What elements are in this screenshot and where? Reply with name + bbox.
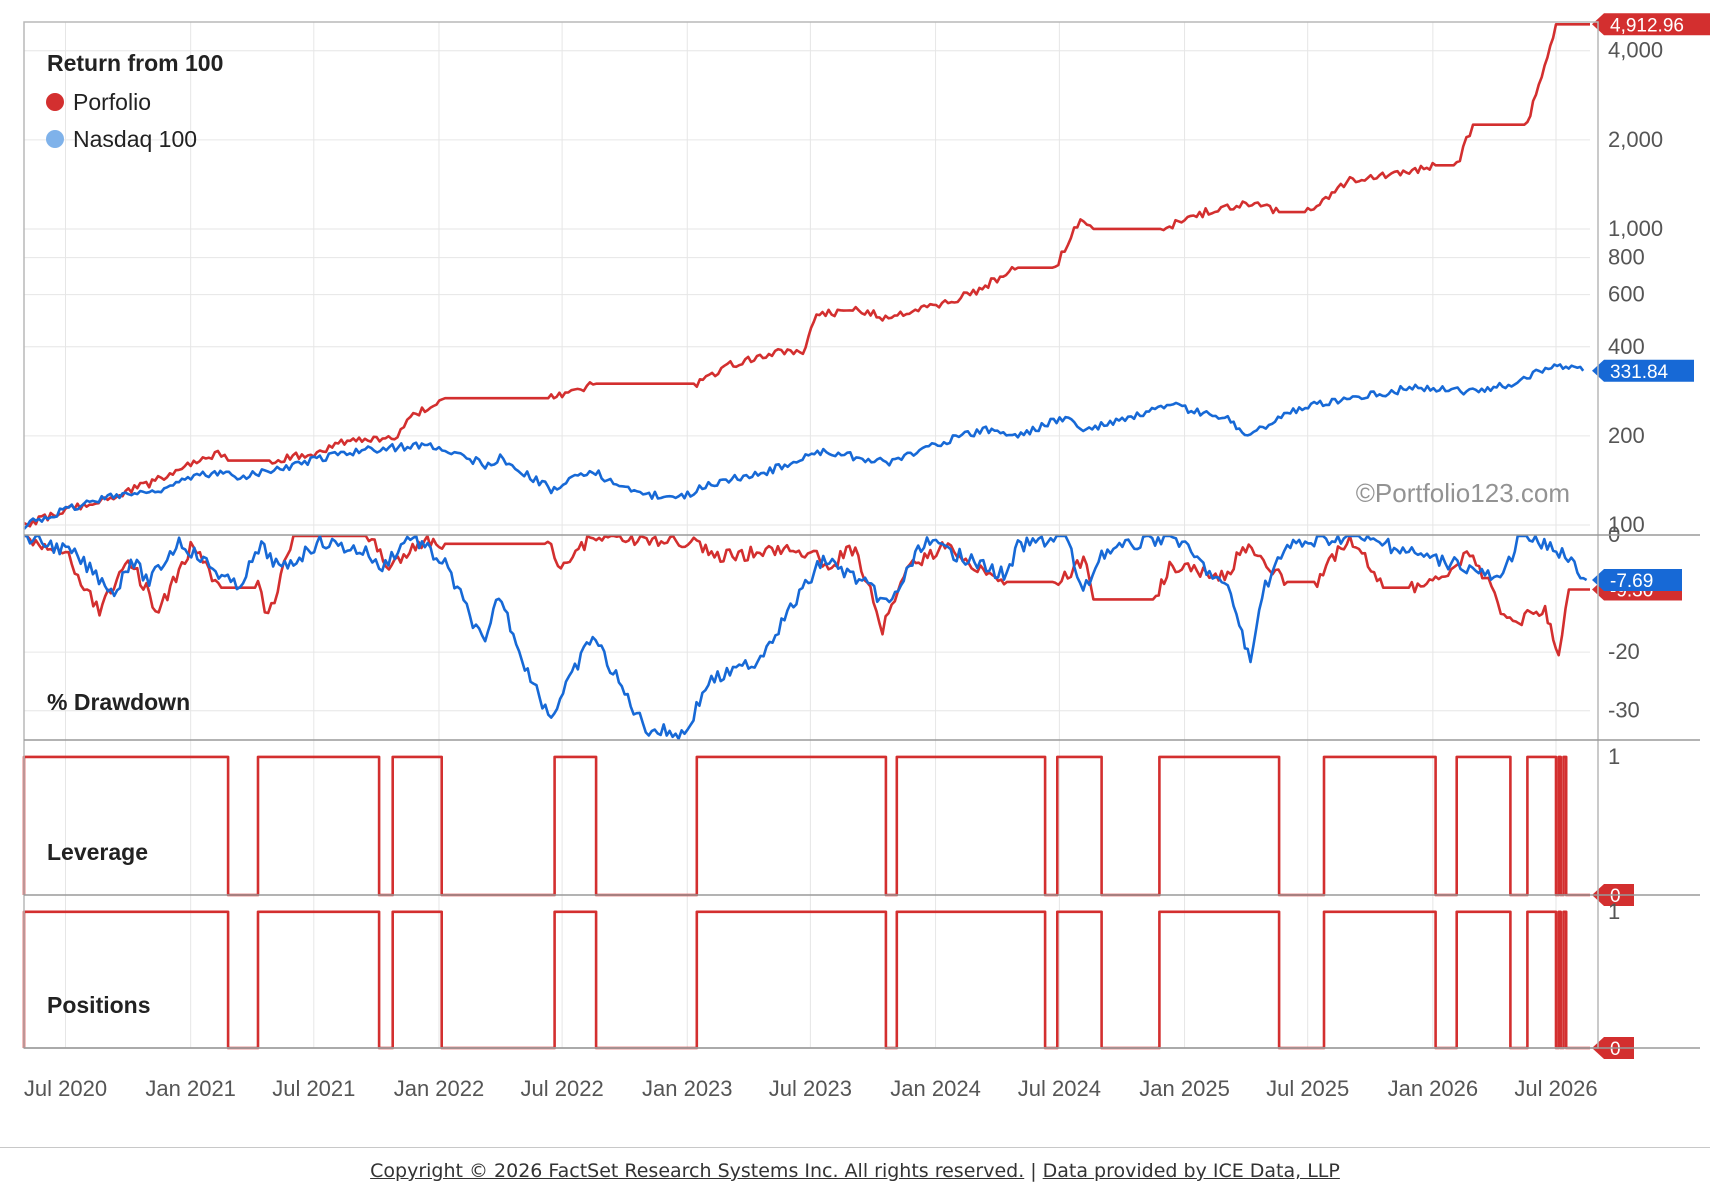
- y-tick-label: 1: [1608, 744, 1620, 769]
- series-line-porfolio: [23, 23, 1590, 528]
- x-tick-label: Jul 2020: [24, 1076, 107, 1101]
- last-value-label: 0: [1610, 1039, 1621, 1060]
- y-tick-label: 200: [1608, 423, 1645, 448]
- drawdown-panel: 0-20-30% Drawdown-9.30-7.69: [24, 522, 1682, 741]
- watermark: ©Portfolio123.com: [1356, 478, 1570, 508]
- last-value-flag: -7.69: [1592, 569, 1682, 592]
- series-line-porfolio: [22, 910, 1590, 1050]
- x-tick-label: Jan 2021: [145, 1076, 236, 1101]
- y-tick-label: 400: [1608, 334, 1645, 359]
- legend-marker: [46, 130, 64, 148]
- legend-label: Nasdaq 100: [73, 126, 197, 152]
- x-tick-label: Jan 2024: [890, 1076, 981, 1101]
- series-line-porfolio: [24, 534, 1590, 657]
- x-tick-label: Jan 2026: [1388, 1076, 1479, 1101]
- last-value-flag: 331.84: [1592, 359, 1694, 383]
- copyright-link[interactable]: Copyright © 2026 FactSet Research System…: [370, 1160, 1025, 1182]
- x-tick-label: Jan 2025: [1139, 1076, 1230, 1101]
- y-tick-label: 600: [1608, 282, 1645, 307]
- panel-title: Leverage: [47, 839, 148, 865]
- legend-label: Porfolio: [73, 89, 151, 115]
- y-tick-label: -30: [1608, 698, 1640, 723]
- last-value-flag: 4,912.96: [1592, 13, 1710, 36]
- footer-divider: [0, 1147, 1710, 1148]
- y-tick-label: 1,000: [1608, 216, 1663, 241]
- series-line-porfolio: [22, 755, 1590, 897]
- x-tick-label: Jul 2025: [1266, 1076, 1349, 1101]
- x-tick-label: Jul 2024: [1018, 1076, 1101, 1101]
- footer-separator: |: [1030, 1160, 1037, 1182]
- last-value-label: 4,912.96: [1610, 15, 1684, 36]
- x-tick-label: Jan 2023: [642, 1076, 733, 1101]
- last-value-label: 0: [1610, 886, 1621, 907]
- y-tick-label: 1: [1608, 899, 1620, 924]
- return-panel: 100 200 400 600 800 1,000 2,000 4,000 Return fro…: [23, 13, 1710, 537]
- last-value-flag-bg: [1592, 359, 1694, 382]
- last-value-flag-bg: [1592, 13, 1710, 36]
- series-line-nasdaq-100: [24, 534, 1588, 741]
- panel-title: % Drawdown: [47, 689, 190, 715]
- y-tick-label: -20: [1608, 639, 1640, 664]
- series-line-nasdaq-100: [23, 363, 1585, 530]
- last-value-label: -7.69: [1610, 571, 1653, 592]
- x-tick-label: Jul 2021: [272, 1076, 355, 1101]
- leverage-panel: 10Leverage0: [22, 744, 1634, 907]
- panel-title: Return from 100: [47, 50, 223, 76]
- last-value-flag-bg: [1592, 569, 1682, 592]
- x-tick-label: Jan 2022: [394, 1076, 485, 1101]
- positions-panel: 10Positions0: [22, 899, 1634, 1060]
- y-tick-label: 2,000: [1608, 127, 1663, 152]
- legend-marker: [46, 93, 64, 111]
- y-tick-label: 4,000: [1608, 38, 1663, 63]
- panel-title: Positions: [47, 992, 151, 1018]
- last-value-label: 331.84: [1610, 362, 1669, 383]
- footer: Copyright © 2026 FactSet Research System…: [0, 1160, 1710, 1182]
- x-tick-label: Jul 2026: [1514, 1076, 1597, 1101]
- y-tick-label: 100: [1608, 512, 1645, 537]
- y-tick-label: 800: [1608, 245, 1645, 270]
- x-tick-label: Jul 2023: [769, 1076, 852, 1101]
- data-credit-link[interactable]: Data provided by ICE Data, LLP: [1042, 1160, 1340, 1182]
- x-tick-label: Jul 2022: [521, 1076, 604, 1101]
- chart: Jul 2020 Jan 2021 Jul 2021 Jan 2022 Jul 2022…: [22, 13, 1710, 1101]
